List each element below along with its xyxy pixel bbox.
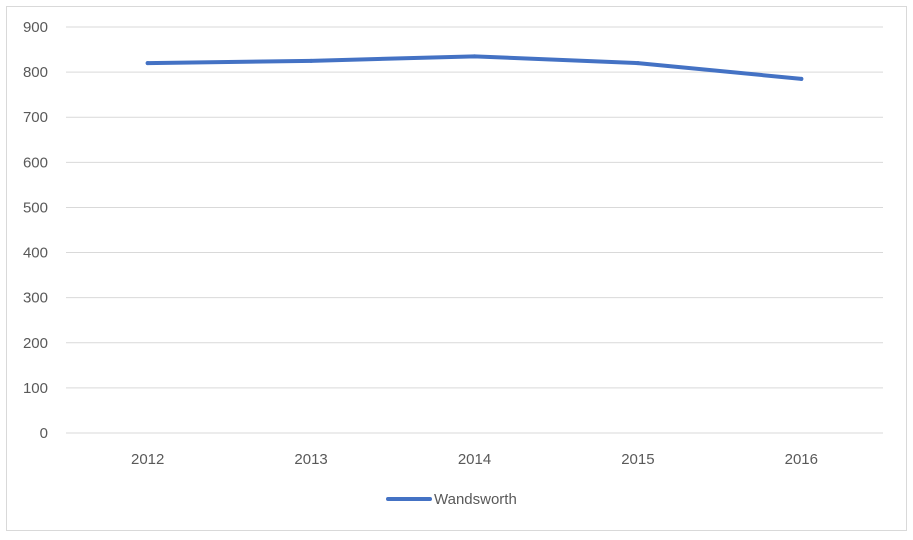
- y-tick-label-300: 300: [23, 290, 48, 307]
- y-axis-tick-labels: 0 100 200 300 400 500 600 700 800 900: [23, 19, 48, 442]
- series-lines: [145, 54, 804, 81]
- x-tick-label-2015: 2015: [621, 451, 654, 468]
- legend: Wandsworth: [386, 491, 517, 508]
- x-tick-label-2016: 2016: [785, 451, 818, 468]
- y-tick-label-800: 800: [23, 64, 48, 81]
- y-tick-label-900: 900: [23, 19, 48, 36]
- data-point-2016: [799, 76, 804, 81]
- data-point-2013: [309, 58, 314, 63]
- y-tick-label-500: 500: [23, 199, 48, 216]
- y-tick-label-400: 400: [23, 245, 48, 262]
- x-tick-label-2012: 2012: [131, 451, 164, 468]
- data-point-2012: [145, 61, 150, 66]
- x-axis-tick-labels: 2012 2013 2014 2015 2016: [131, 451, 818, 468]
- y-tick-label-700: 700: [23, 109, 48, 126]
- y-tick-label-200: 200: [23, 335, 48, 352]
- x-tick-label-2013: 2013: [294, 451, 327, 468]
- y-tick-label-600: 600: [23, 154, 48, 171]
- y-tick-label-0: 0: [40, 425, 48, 442]
- data-point-2014: [472, 54, 477, 59]
- legend-label-wandsworth: Wandsworth: [434, 491, 517, 508]
- x-tick-label-2014: 2014: [458, 451, 491, 468]
- chart-frame: [6, 6, 907, 531]
- data-point-2015: [635, 61, 640, 66]
- gridlines: [66, 26, 883, 434]
- series-line-wandsworth: [145, 54, 804, 81]
- y-tick-label-100: 100: [23, 380, 48, 397]
